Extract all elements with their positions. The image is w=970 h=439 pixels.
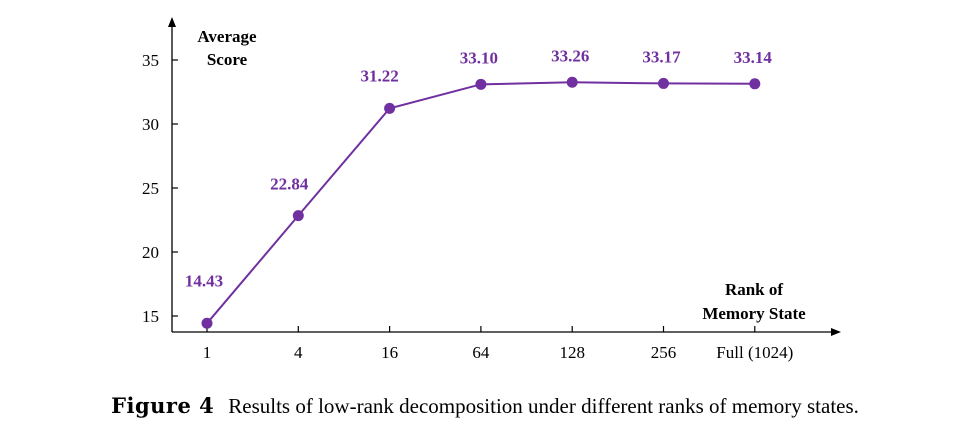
data-label: 14.43 — [185, 271, 223, 290]
y-tick-label: 35 — [142, 51, 159, 70]
data-point — [384, 102, 396, 114]
x-tick-label: 64 — [472, 343, 490, 362]
data-label: 33.14 — [734, 48, 773, 67]
x-tick-label: 16 — [381, 343, 398, 362]
x-tick-label: 4 — [294, 343, 303, 362]
series-average-score: 14.43 22.84 31.22 33.10 33.26 33.17 33.14 — [185, 46, 773, 329]
data-label: 33.17 — [642, 47, 681, 66]
y-axis-title: Average — [197, 27, 257, 46]
data-label: 33.26 — [551, 46, 589, 65]
y-axis-title: Score — [207, 50, 248, 69]
y-tick-label: 25 — [142, 179, 159, 198]
data-point — [566, 76, 578, 88]
x-tick-label: 1 — [203, 343, 212, 362]
x-axis-title: Rank of — [725, 280, 783, 299]
data-label: 31.22 — [360, 66, 398, 85]
data-label: 33.10 — [460, 48, 498, 67]
series-line — [206, 81, 755, 324]
x-tick-label: Full (1024) — [716, 343, 793, 362]
y-tick-label: 15 — [142, 307, 159, 326]
x-axis-title: Memory State — [702, 304, 806, 323]
figure-label: Figure 4 — [111, 393, 215, 418]
figure-caption: Figure 4 Results of low-rank decompositio… — [0, 393, 970, 419]
y-tick-label: 20 — [142, 243, 159, 262]
data-label: 22.84 — [270, 175, 309, 194]
x-tick-label: 256 — [651, 343, 677, 362]
y-tick-label: 30 — [142, 115, 159, 134]
axes: 15 20 25 30 35 1 4 16 64 128 256 Full (1024) — [142, 17, 841, 362]
data-point — [292, 210, 304, 222]
data-point — [201, 317, 213, 329]
data-point — [658, 77, 669, 89]
caption-text: Results of low-rank decomposition under … — [228, 394, 859, 418]
axis-labels: Average Score Rank of Memory State — [197, 27, 806, 323]
data-point — [749, 78, 761, 90]
line-chart: 15 20 25 30 35 1 4 16 64 128 256 Full (1024) Averag… — [142, 17, 841, 362]
x-tick-label: 128 — [559, 343, 585, 362]
data-point — [475, 78, 487, 90]
